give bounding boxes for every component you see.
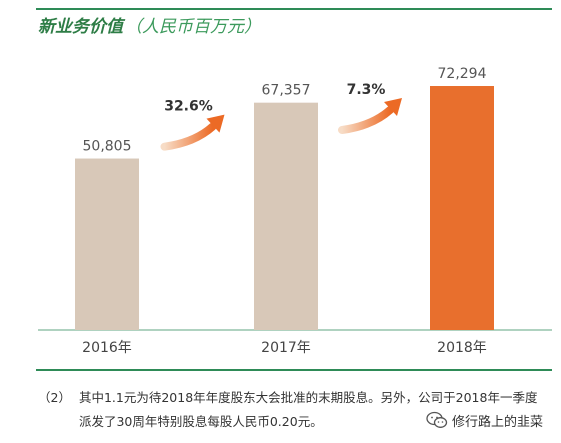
growth-arrow-head-0 — [206, 114, 225, 133]
watermark: 修行路上的韭菜 — [426, 410, 544, 430]
growth-label-1: 7.3% — [347, 82, 386, 98]
footnote-rule — [36, 369, 552, 371]
footnote: （2） 其中1.1元为待2018年年度股东大会批准的末期股息。另外，公司于2018… — [38, 386, 558, 434]
category-label-0: 2016年 — [82, 340, 132, 356]
bar-1 — [254, 102, 318, 330]
title-text: 新业务价值 — [38, 17, 123, 37]
chart-title: 新业务价值 （人民币百万元） — [38, 12, 261, 37]
growth-arrow-head-1 — [384, 98, 402, 117]
footnote-text-2: 派发了30周年特别股息每股人民币0.20元。 — [78, 414, 323, 429]
bar-2 — [430, 86, 494, 330]
value-label-0: 50,805 — [83, 139, 132, 155]
wechat-icon — [426, 411, 448, 428]
growth-arrow-1 — [338, 106, 394, 135]
top-rule — [36, 8, 552, 10]
watermark-text: 修行路上的韭菜 — [452, 414, 544, 430]
title-unit: （人民币百万元） — [125, 17, 261, 37]
bar-chart: 50,805 2016年 67,357 2017年 72,294 2018年 32.6% 7.… — [38, 66, 552, 356]
footnote-line-2: （2）派发了30周年特别股息每股人民币0.20元。 — [38, 410, 558, 434]
footnote-line-1: （2） 其中1.1元为待2018年年度股东大会批准的末期股息。另外，公司于2018… — [38, 386, 558, 410]
category-label-2: 2018年 — [437, 340, 487, 356]
footnote-text-1: 其中1.1元为待2018年年度股东大会批准的末期股息。另外，公司于2018年一季… — [78, 390, 538, 405]
category-label-1: 2017年 — [261, 340, 311, 356]
footnote-marker: （2） — [38, 390, 71, 405]
value-label-2: 72,294 — [438, 66, 487, 82]
bar-0 — [75, 158, 139, 330]
value-label-1: 67,357 — [262, 83, 311, 99]
growth-arrow-0 — [160, 122, 217, 151]
growth-label-0: 32.6% — [164, 99, 213, 115]
